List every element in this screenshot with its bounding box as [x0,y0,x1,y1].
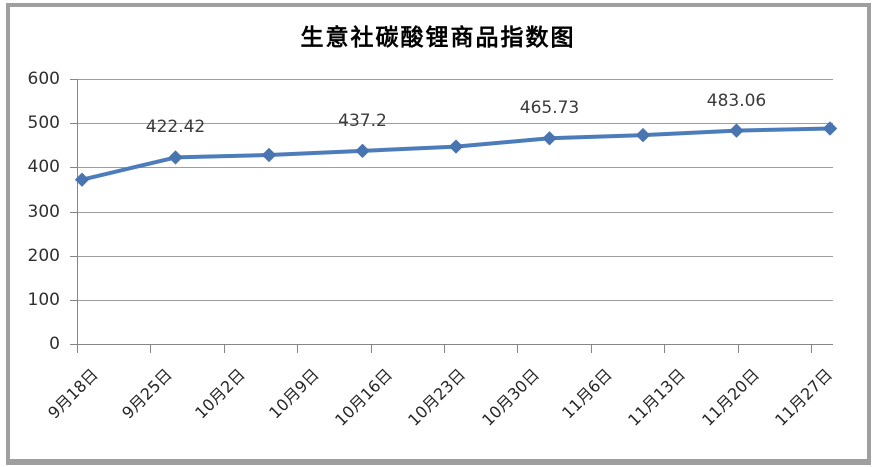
point-data-label: 465.73 [519,98,580,119]
chart-title: 生意社碳酸锂商品指数图 [300,24,576,51]
y-tick-label: 0 [49,334,60,354]
y-tick-label: 200 [27,245,60,266]
y-tick-label: 100 [27,289,60,310]
point-data-label: 437.2 [338,110,387,131]
gridlines [77,79,833,301]
diamond-markers [75,121,837,187]
point-data-label: 422.42 [145,117,206,138]
y-tick-label: 500 [27,113,60,134]
y-tick-label: 400 [27,157,60,178]
point-data-label: 483.06 [706,90,767,111]
y-tick-label: 300 [27,201,60,222]
y-tick-label: 600 [27,69,60,89]
axes [70,79,833,353]
